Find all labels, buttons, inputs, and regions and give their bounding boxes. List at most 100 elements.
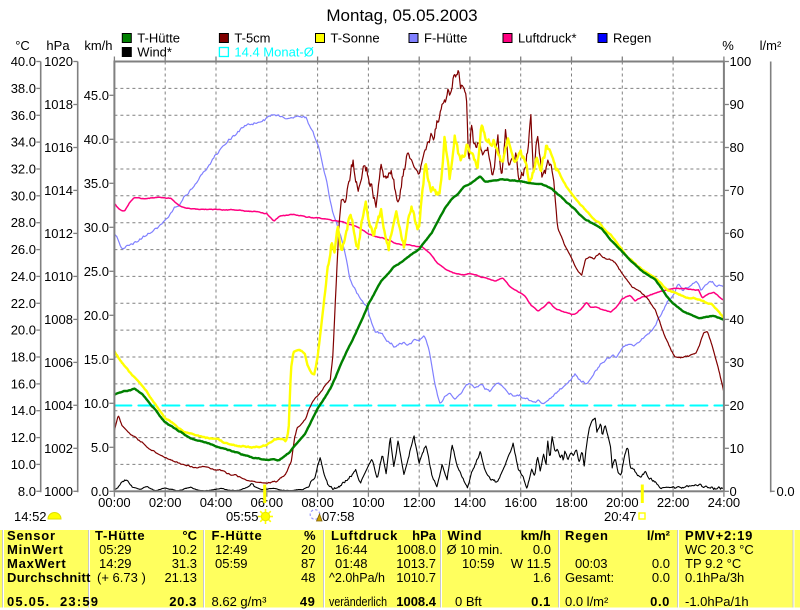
svg-text:1002: 1002 — [44, 441, 73, 456]
svg-text:34.0: 34.0 — [11, 135, 36, 150]
svg-text:1010: 1010 — [44, 269, 73, 284]
svg-text:05:55: 05:55 — [226, 509, 259, 524]
svg-text:hPa: hPa — [46, 38, 70, 53]
svg-text:Sensor: Sensor — [7, 528, 56, 543]
svg-text:10.2: 10.2 — [172, 542, 197, 557]
svg-text:15.0: 15.0 — [84, 352, 109, 367]
svg-text:40.0: 40.0 — [11, 54, 36, 69]
svg-text:00:03: 00:03 — [575, 556, 608, 571]
svg-text:TP 9.2 °C: TP 9.2 °C — [685, 556, 741, 571]
svg-text:70: 70 — [730, 183, 744, 198]
svg-text:16.0: 16.0 — [11, 376, 36, 391]
svg-text:36.0: 36.0 — [11, 108, 36, 123]
svg-text:22:00: 22:00 — [657, 495, 690, 510]
svg-text:24.0: 24.0 — [11, 269, 36, 284]
svg-text:1016: 1016 — [44, 140, 73, 155]
svg-text:(+ 6.73 ): (+ 6.73 ) — [97, 570, 146, 585]
svg-text:Ø 10 min.: Ø 10 min. — [447, 542, 503, 557]
svg-text:F-Hütte: F-Hütte — [424, 31, 467, 46]
svg-text:49: 49 — [300, 594, 316, 609]
svg-text:14.4 Monat-Ø: 14.4 Monat-Ø — [234, 45, 314, 60]
svg-text:PMV+2:19: PMV+2:19 — [685, 528, 753, 543]
svg-text:05.05. 23:59: 05.05. 23:59 — [7, 594, 99, 609]
svg-text:1008.4: 1008.4 — [396, 594, 437, 609]
svg-text:80: 80 — [730, 140, 744, 155]
svg-text:1008.0: 1008.0 — [396, 542, 436, 557]
svg-text:1008: 1008 — [44, 312, 73, 327]
svg-text:45.0: 45.0 — [84, 88, 109, 103]
svg-text:06:00: 06:00 — [251, 495, 284, 510]
svg-text:Montag, 05.05.2003: Montag, 05.05.2003 — [326, 6, 477, 25]
svg-text:20:47: 20:47 — [604, 509, 637, 524]
svg-text:18:00: 18:00 — [555, 495, 588, 510]
svg-text:0.1hPa/3h: 0.1hPa/3h — [685, 570, 744, 585]
svg-text:14:29: 14:29 — [99, 556, 132, 571]
svg-text:30.0: 30.0 — [84, 220, 109, 235]
svg-text:40.0: 40.0 — [84, 132, 109, 147]
svg-text:22.0: 22.0 — [11, 296, 36, 311]
svg-text:21.13: 21.13 — [164, 570, 197, 585]
svg-text:W 11.5: W 11.5 — [511, 556, 551, 571]
svg-text:20: 20 — [301, 542, 315, 557]
svg-text:10:00: 10:00 — [352, 495, 385, 510]
svg-text:12:00: 12:00 — [403, 495, 436, 510]
svg-text:60: 60 — [730, 226, 744, 241]
svg-text:°C: °C — [15, 38, 30, 53]
svg-text:-1.0hPa/1h: -1.0hPa/1h — [685, 594, 749, 609]
svg-text:^2.0hPa/h: ^2.0hPa/h — [329, 570, 385, 585]
svg-text:0.0: 0.0 — [777, 484, 795, 499]
svg-text:km/h: km/h — [521, 528, 551, 543]
svg-text:Regen: Regen — [565, 528, 609, 543]
svg-text:Durchschnitt: Durchschnitt — [7, 570, 91, 585]
svg-text:00:00: 00:00 — [98, 495, 131, 510]
svg-text:0.0: 0.0 — [650, 594, 670, 609]
svg-text:20.3: 20.3 — [169, 594, 197, 609]
svg-text:Luftdruck*: Luftdruck* — [518, 31, 577, 46]
svg-text:100: 100 — [730, 54, 752, 69]
svg-text:48: 48 — [301, 570, 315, 585]
svg-text:l/m²: l/m² — [647, 528, 671, 543]
svg-text:0.0: 0.0 — [533, 542, 551, 557]
svg-text:02:00: 02:00 — [149, 495, 182, 510]
svg-text:T-Hütte: T-Hütte — [137, 31, 180, 46]
svg-text:5.0: 5.0 — [91, 440, 109, 455]
svg-text:Luftdruck: Luftdruck — [331, 528, 398, 543]
svg-text:07:58: 07:58 — [322, 509, 355, 524]
svg-text:08:00: 08:00 — [301, 495, 334, 510]
svg-text:°C: °C — [182, 528, 197, 543]
svg-text:35.0: 35.0 — [84, 176, 109, 191]
svg-text:14:52: 14:52 — [14, 509, 47, 524]
svg-text:24:00: 24:00 — [708, 495, 741, 510]
svg-text:38.0: 38.0 — [11, 81, 36, 96]
svg-text:01:48: 01:48 — [335, 556, 368, 571]
svg-text:Regen: Regen — [613, 31, 651, 46]
svg-text:20:00: 20:00 — [606, 495, 639, 510]
svg-text:0.1: 0.1 — [531, 594, 551, 609]
svg-text:10.0: 10.0 — [11, 457, 36, 472]
svg-text:05:59: 05:59 — [215, 556, 248, 571]
svg-text:32.0: 32.0 — [11, 162, 36, 177]
svg-text:8.0: 8.0 — [18, 484, 36, 499]
svg-text:0.0 l/m²: 0.0 l/m² — [565, 594, 609, 609]
svg-text:1018: 1018 — [44, 97, 73, 112]
svg-text:0 Bft: 0 Bft — [455, 594, 482, 609]
svg-text:km/h: km/h — [84, 38, 112, 53]
svg-text:90: 90 — [730, 97, 744, 112]
svg-text:0.0: 0.0 — [91, 484, 109, 499]
svg-text:Wind: Wind — [448, 528, 483, 543]
svg-text:26.0: 26.0 — [11, 242, 36, 257]
svg-text:T-5cm: T-5cm — [234, 31, 270, 46]
svg-text:8.62 g/m³: 8.62 g/m³ — [212, 594, 268, 609]
svg-text:%: % — [304, 528, 316, 543]
svg-text:28.0: 28.0 — [11, 215, 36, 230]
svg-text:87: 87 — [301, 556, 315, 571]
svg-text:20.0: 20.0 — [11, 323, 36, 338]
svg-text:14:00: 14:00 — [454, 495, 487, 510]
svg-text:Wind*: Wind* — [137, 45, 172, 60]
svg-text:MaxWert: MaxWert — [7, 556, 67, 571]
svg-text:0.0: 0.0 — [652, 570, 670, 585]
svg-text:1013.7: 1013.7 — [396, 556, 436, 571]
svg-text:1.6: 1.6 — [533, 570, 551, 585]
svg-text:04:00: 04:00 — [200, 495, 233, 510]
svg-text:05:29: 05:29 — [99, 542, 132, 557]
